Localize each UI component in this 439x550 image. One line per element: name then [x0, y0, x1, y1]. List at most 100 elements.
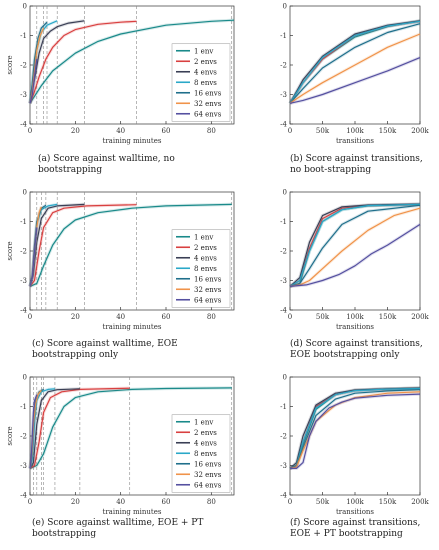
xtick-label-f-2: 100k	[346, 498, 364, 506]
chart-d: -4 -3 -2 -1 0 0 50k 100k 150k 200k transitions	[280, 189, 429, 332]
series-line-c-2	[29, 203, 85, 287]
series-line-f-5	[289, 391, 421, 469]
series-line-e-1	[29, 387, 130, 469]
ytick-label-b-4: 0	[283, 3, 287, 11]
xtick-label-e-0: 0	[28, 498, 32, 506]
ytick-label-d-4: 0	[283, 189, 287, 197]
series-line-e-6	[29, 394, 38, 469]
legend-label-a-4: 16 envs	[194, 89, 222, 97]
series-line-d-3	[289, 203, 421, 287]
xtick-label-d-2: 100k	[346, 313, 364, 321]
chart-e: -4 -3 -2 -1 0 0 20 40 60 80 training minutes score 1…	[6, 374, 235, 516]
series-band-b-5	[289, 32, 421, 105]
legend-label-c-0: 1 env	[194, 233, 213, 241]
legend-label-e-6: 64 envs	[194, 481, 222, 489]
xtick-label-b-2: 100k	[346, 127, 364, 135]
xtick-label-e-4: 80	[207, 498, 216, 506]
xtick-label-a-0: 0	[28, 127, 32, 135]
legend-label-a-1: 2 envs	[194, 58, 217, 66]
xtick-label-c-2: 40	[116, 313, 125, 321]
caption-e: (e) Score against walltime, EOE + PT boo…	[32, 518, 204, 539]
xtick-label-d-4: 200k	[411, 313, 429, 321]
xtick-label-a-3: 60	[162, 127, 171, 135]
ytick-label-f-4: 0	[283, 374, 287, 382]
series-line-f-4	[289, 389, 421, 469]
series-line-b-6	[289, 57, 421, 104]
ytick-label-b-0: -4	[280, 121, 287, 129]
xtick-label-a-4: 80	[207, 127, 216, 135]
legend-label-c-2: 4 envs	[194, 254, 217, 262]
series-line-a-0	[29, 19, 235, 104]
series-band-f-4	[289, 388, 421, 470]
ytick-label-d-1: -3	[280, 277, 287, 285]
ytick-label-c-1: -3	[20, 277, 27, 285]
xlabel-b: transitions	[336, 137, 374, 145]
ytick-label-a-1: -3	[20, 91, 27, 99]
xlabel-d: transitions	[336, 323, 374, 331]
ytick-label-e-3: -1	[20, 403, 27, 411]
ytick-label-e-2: -2	[20, 433, 27, 441]
series-line-b-5	[289, 33, 421, 104]
legend-label-e-1: 2 envs	[194, 429, 217, 437]
series-line-b-2	[289, 20, 421, 104]
legend-label-c-4: 16 envs	[194, 275, 222, 283]
xtick-label-d-3: 150k	[379, 313, 397, 321]
series-line-c-1	[29, 204, 137, 287]
series-line-c-6	[29, 227, 38, 287]
legend-label-a-0: 1 env	[194, 47, 213, 55]
ytick-label-c-2: -2	[20, 248, 27, 256]
xtick-label-a-1: 20	[71, 127, 80, 135]
xtick-label-d-0: 0	[288, 313, 292, 321]
legend-label-a-5: 32 envs	[194, 100, 222, 108]
xtick-label-f-0: 0	[288, 498, 292, 506]
ytick-label-f-0: -4	[280, 492, 287, 500]
ytick-label-a-0: -4	[20, 121, 27, 129]
series-line-a-1	[29, 20, 137, 104]
xlabel-a: training minutes	[103, 137, 162, 145]
series-line-d-5	[289, 207, 421, 287]
legend-label-c-1: 2 envs	[194, 244, 217, 252]
caption-c: (c) Score against walltime, EOE bootstra…	[32, 339, 178, 360]
xtick-label-d-1: 50k	[316, 313, 330, 321]
ytick-label-a-3: -1	[20, 32, 27, 40]
ytick-label-f-3: -1	[280, 403, 287, 411]
ytick-label-c-0: -4	[20, 307, 27, 315]
ytick-label-e-4: 0	[23, 374, 27, 382]
caption-b: (b) Score against transitions, no boot-s…	[290, 154, 423, 175]
chart-a: -4 -3 -2 -1 0 0 20 40 60 80 training minutes score 1…	[6, 3, 235, 145]
series-line-b-4	[289, 23, 421, 104]
ytick-label-a-4: 0	[23, 3, 27, 11]
series-line-a-6	[29, 59, 38, 104]
xlabel-f: transitions	[336, 508, 374, 516]
series-line-d-6	[289, 223, 421, 287]
series-line-e-0	[29, 387, 232, 469]
legend-label-e-5: 32 envs	[194, 471, 222, 479]
caption-d: (d) Score against transitions, EOE boots…	[290, 339, 423, 360]
legend-label-c-3: 8 envs	[194, 265, 217, 273]
legend-label-a-6: 64 envs	[194, 110, 222, 118]
xtick-label-e-3: 60	[162, 498, 171, 506]
ytick-label-e-0: -4	[20, 492, 27, 500]
legend-label-a-2: 4 envs	[194, 68, 217, 76]
chart-b: -4 -3 -2 -1 0 0 50k 100k 150k 200k transitions	[280, 3, 429, 146]
chart-c: -4 -3 -2 -1 0 0 20 40 60 80 training minutes score 1…	[6, 189, 235, 331]
ytick-label-b-2: -2	[280, 62, 287, 70]
series-line-d-4	[289, 204, 421, 287]
ytick-label-c-4: 0	[23, 189, 27, 197]
xtick-label-f-4: 200k	[411, 498, 429, 506]
xtick-label-e-2: 40	[116, 498, 125, 506]
legend-label-e-2: 4 envs	[194, 439, 217, 447]
legend-label-e-3: 8 envs	[194, 450, 217, 458]
xtick-label-b-3: 150k	[379, 127, 397, 135]
legend-label-e-4: 16 envs	[194, 460, 222, 468]
ytick-label-c-3: -1	[20, 218, 27, 226]
xtick-label-c-0: 0	[28, 313, 32, 321]
ytick-label-f-1: -3	[280, 462, 287, 470]
xtick-label-f-1: 50k	[316, 498, 330, 506]
xlabel-c: training minutes	[103, 323, 162, 331]
ylabel-a: score	[6, 55, 14, 74]
ytick-label-d-0: -4	[280, 307, 287, 315]
xtick-label-b-1: 50k	[316, 127, 330, 135]
xtick-label-b-0: 0	[288, 127, 292, 135]
